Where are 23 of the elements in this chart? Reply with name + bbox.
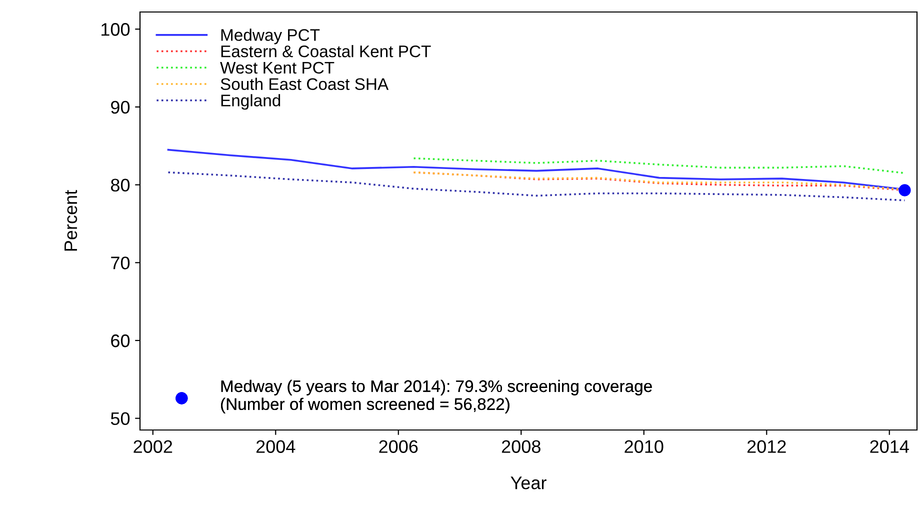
line-series bbox=[412, 157, 906, 174]
x-tick-label: 2002 bbox=[134, 440, 172, 453]
y-axis-title: Percent bbox=[64, 190, 78, 251]
y-tick-label: 70 bbox=[111, 256, 130, 270]
legend-label: South East Coast SHA bbox=[220, 78, 389, 90]
x-tick-label: 2004 bbox=[256, 440, 296, 453]
x-tick-label: 2006 bbox=[379, 440, 418, 453]
y-tick-label: 80 bbox=[110, 178, 130, 192]
x-axis-title: Year bbox=[510, 476, 546, 490]
legend-label: England bbox=[221, 94, 280, 110]
legend-label: Medway (5 years to Mar 2014): 79.3% screening coverage (Number of women screened = 56,822) bbox=[221, 380, 652, 414]
y-tick-label: 90 bbox=[111, 100, 130, 114]
y-tick-label: 60 bbox=[111, 334, 130, 348]
legend-label: West Kent PCT bbox=[220, 62, 334, 74]
y-tick-label: 50 bbox=[110, 412, 130, 426]
x-tick-label: 2014 bbox=[870, 440, 909, 453]
legend-label: Medway PCT bbox=[221, 28, 320, 44]
y-tick-label: 100 bbox=[102, 23, 130, 36]
legend-label: Eastern & Coastal Kent PCT bbox=[221, 45, 431, 58]
x-tick-label: 2010 bbox=[624, 440, 664, 453]
x-tick-label: 2008 bbox=[502, 440, 540, 453]
x-tick-label: 2012 bbox=[747, 440, 786, 453]
line-series bbox=[167, 171, 906, 202]
